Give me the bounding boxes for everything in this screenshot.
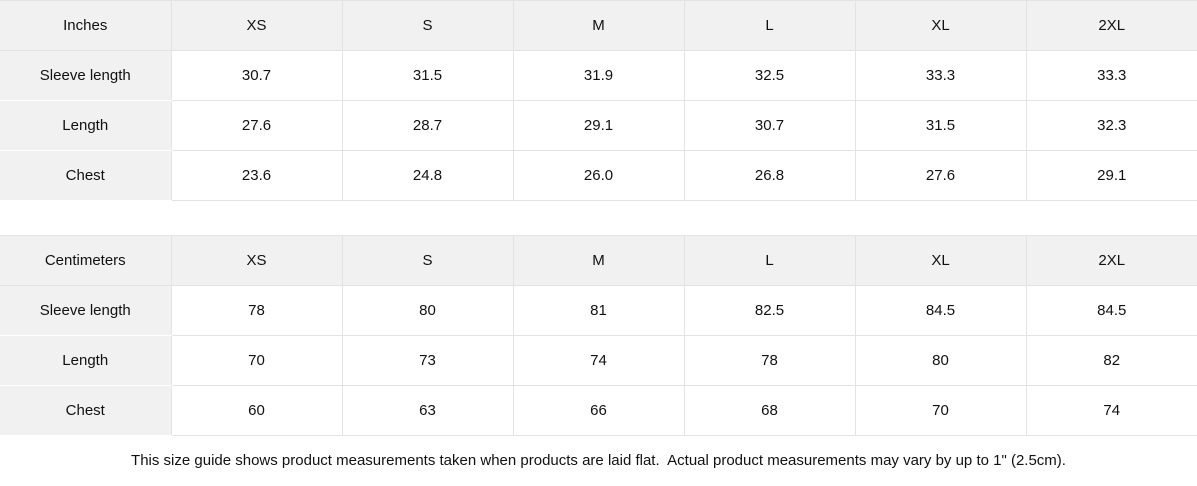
inches-sleeve-length-xs: 30.7 — [171, 50, 343, 101]
inches-row-label-sleeve-length: Sleeve length — [0, 50, 172, 101]
inches-sleeve-length-2xl: 33.3 — [1026, 50, 1197, 101]
centimeters-chest-s: 63 — [342, 385, 514, 436]
centimeters-size-header-l: L — [684, 235, 856, 286]
centimeters-chest-xs: 60 — [171, 385, 343, 436]
inches-chest-2xl: 29.1 — [1026, 150, 1197, 201]
centimeters-sleeve-length-m: 81 — [513, 285, 685, 336]
inches-length-l: 30.7 — [684, 100, 856, 151]
centimeters-chest-2xl: 74 — [1026, 385, 1197, 436]
inches-size-header-m: M — [513, 0, 685, 51]
centimeters-length-2xl: 82 — [1026, 335, 1197, 386]
table-spacer-cell — [0, 200, 1197, 236]
table-row: Sleeve length 78 80 81 82.5 84.5 84.5 — [0, 285, 1197, 336]
centimeters-chest-l: 68 — [684, 385, 856, 436]
centimeters-length-s: 73 — [342, 335, 514, 386]
centimeters-unit-header: Centimeters — [0, 235, 172, 286]
centimeters-size-header-xs: XS — [171, 235, 343, 286]
centimeters-row-label-chest: Chest — [0, 385, 172, 436]
table-row: Chest 23.6 24.8 26.0 26.8 27.6 29.1 — [0, 150, 1197, 201]
inches-chest-xs: 23.6 — [171, 150, 343, 201]
inches-row-label-length: Length — [0, 100, 172, 151]
centimeters-chest-m: 66 — [513, 385, 685, 436]
inches-length-m: 29.1 — [513, 100, 685, 151]
inches-size-header-xl: XL — [855, 0, 1027, 51]
centimeters-size-header-m: M — [513, 235, 685, 286]
inches-chest-l: 26.8 — [684, 150, 856, 201]
table-row: Chest 60 63 66 68 70 74 — [0, 385, 1197, 436]
inches-unit-header: Inches — [0, 0, 172, 51]
centimeters-row-label-length: Length — [0, 335, 172, 386]
centimeters-sleeve-length-l: 82.5 — [684, 285, 856, 336]
inches-header-row: Inches XS S M L XL 2XL — [0, 0, 1197, 51]
centimeters-header-row: Centimeters XS S M L XL 2XL — [0, 235, 1197, 286]
centimeters-sleeve-length-xs: 78 — [171, 285, 343, 336]
table-row: Length 70 73 74 78 80 82 — [0, 335, 1197, 386]
inches-length-2xl: 32.3 — [1026, 100, 1197, 151]
centimeters-length-xl: 80 — [855, 335, 1027, 386]
inches-chest-xl: 27.6 — [855, 150, 1027, 201]
inches-length-s: 28.7 — [342, 100, 514, 151]
size-guide-note-row: This size guide shows product measuremen… — [0, 435, 1197, 486]
centimeters-size-header-s: S — [342, 235, 514, 286]
inches-row-label-chest: Chest — [0, 150, 172, 201]
inches-size-header-s: S — [342, 0, 514, 51]
table-row: Length 27.6 28.7 29.1 30.7 31.5 32.3 — [0, 100, 1197, 151]
table-spacer-row — [0, 200, 1197, 236]
centimeters-sleeve-length-xl: 84.5 — [855, 285, 1027, 336]
centimeters-length-xs: 70 — [171, 335, 343, 386]
inches-sleeve-length-xl: 33.3 — [855, 50, 1027, 101]
centimeters-size-header-xl: XL — [855, 235, 1027, 286]
size-guide-note: This size guide shows product measuremen… — [0, 435, 1197, 486]
centimeters-length-m: 74 — [513, 335, 685, 386]
centimeters-sleeve-length-s: 80 — [342, 285, 514, 336]
centimeters-length-l: 78 — [684, 335, 856, 386]
centimeters-sleeve-length-2xl: 84.5 — [1026, 285, 1197, 336]
inches-sleeve-length-m: 31.9 — [513, 50, 685, 101]
inches-length-xs: 27.6 — [171, 100, 343, 151]
centimeters-row-label-sleeve-length: Sleeve length — [0, 285, 172, 336]
table-row: Sleeve length 30.7 31.5 31.9 32.5 33.3 3… — [0, 50, 1197, 101]
inches-size-header-2xl: 2XL — [1026, 0, 1197, 51]
inches-sleeve-length-l: 32.5 — [684, 50, 856, 101]
inches-size-header-l: L — [684, 0, 856, 51]
centimeters-chest-xl: 70 — [855, 385, 1027, 436]
centimeters-size-header-2xl: 2XL — [1026, 235, 1197, 286]
inches-chest-m: 26.0 — [513, 150, 685, 201]
inches-chest-s: 24.8 — [342, 150, 514, 201]
inches-length-xl: 31.5 — [855, 100, 1027, 151]
inches-size-header-xs: XS — [171, 0, 343, 51]
inches-sleeve-length-s: 31.5 — [342, 50, 514, 101]
